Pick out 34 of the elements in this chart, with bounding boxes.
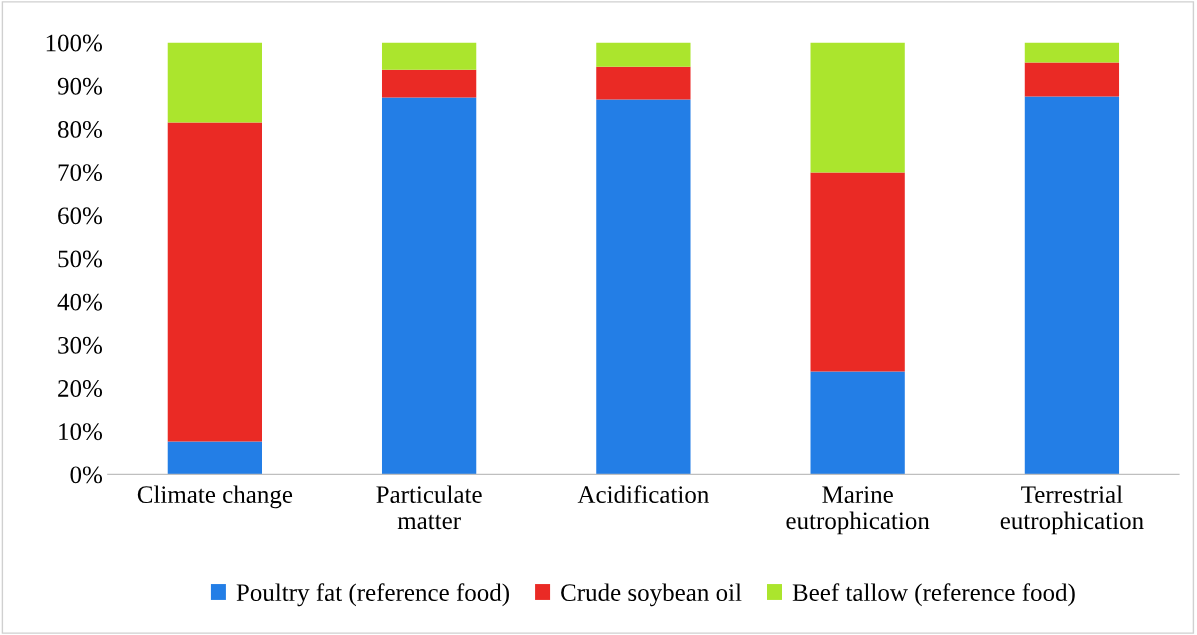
- bar: [381, 97, 477, 475]
- x-tick-label: Climate change: [137, 485, 293, 509]
- x-tick-label: Terrestrial eutrophication: [1000, 485, 1144, 535]
- x-tick-label: Particulate matter: [376, 485, 482, 530]
- legend-label: Crude soybean oil: [561, 583, 742, 607]
- y-tick-label: 10%: [59, 423, 103, 441]
- bar: [810, 371, 905, 475]
- bar: [596, 42, 691, 67]
- x-tick-label: Marine eutrophication: [786, 486, 930, 535]
- y-tick-label: 20%: [58, 380, 103, 397]
- bar: [381, 69, 477, 98]
- bar: [381, 42, 477, 70]
- y-tick-label: 70%: [58, 164, 103, 182]
- bar: [167, 122, 262, 442]
- y-tick-label: 40%: [57, 293, 103, 311]
- y-tick-label: 90%: [57, 77, 103, 95]
- bar: [1024, 42, 1120, 63]
- y-tick-label: 100%: [46, 34, 103, 52]
- bar: [1024, 62, 1120, 97]
- bar: [1024, 96, 1120, 475]
- y-tick-label: 60%: [58, 207, 103, 225]
- bar: [596, 66, 691, 100]
- x-tick-label: Acidification: [577, 485, 709, 504]
- y-tick-label: 80%: [58, 120, 103, 138]
- bar: [596, 99, 691, 475]
- bar: [810, 172, 905, 372]
- bar: [810, 42, 905, 173]
- y-tick-label: 0%: [70, 466, 103, 484]
- y-tick-label: 50%: [58, 250, 103, 268]
- bar: [167, 42, 262, 123]
- legend-label: Poultry fat (reference food): [236, 583, 509, 607]
- y-tick-label: 30%: [58, 336, 103, 354]
- bar: [167, 441, 262, 475]
- legend-label: Beef tallow (reference food): [792, 583, 1075, 607]
